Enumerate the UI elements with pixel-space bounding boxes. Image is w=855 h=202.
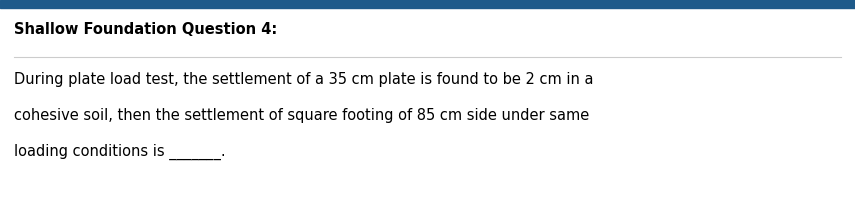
Text: cohesive soil, then the settlement of square footing of 85 cm side under same: cohesive soil, then the settlement of sq… [14,108,589,123]
Text: During plate load test, the settlement of a 35 cm plate is found to be 2 cm in a: During plate load test, the settlement o… [14,72,593,87]
Text: Shallow Foundation Question 4:: Shallow Foundation Question 4: [14,22,277,37]
Bar [0,0,855,8]
Text: loading conditions is _______.: loading conditions is _______. [14,144,226,160]
